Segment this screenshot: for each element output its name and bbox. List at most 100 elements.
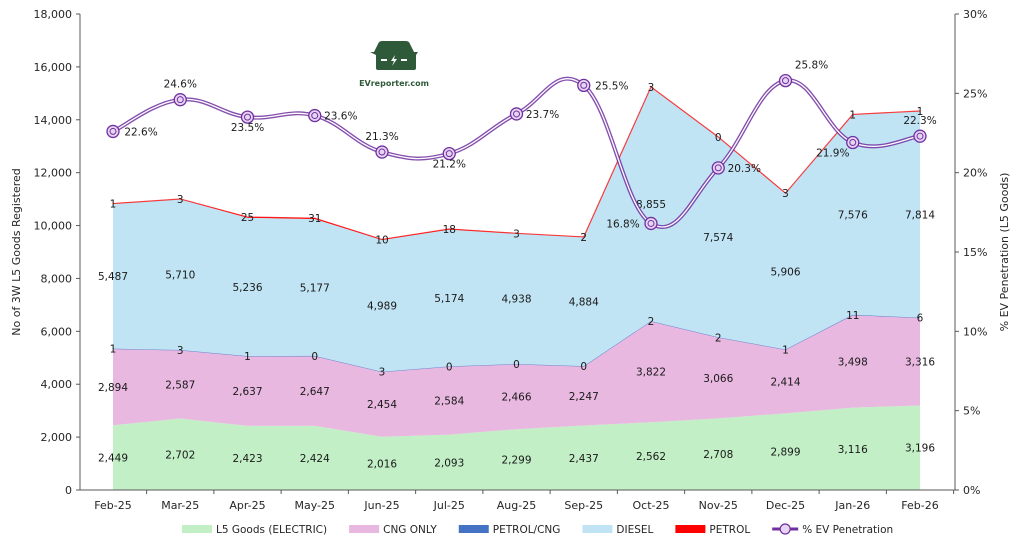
ev-marker-inner	[244, 113, 251, 121]
data-label: 2,637	[232, 386, 262, 398]
data-label: 2,899	[770, 447, 800, 459]
data-label: 2,437	[569, 453, 599, 465]
data-label: 2,708	[703, 449, 733, 461]
ev-marker	[509, 107, 524, 121]
data-label: 2,702	[165, 449, 195, 461]
ev-marker	[913, 129, 927, 143]
ev-marker	[106, 124, 120, 139]
legend-label: DIESEL	[616, 524, 653, 536]
data-label: 3	[177, 345, 184, 357]
data-label: 2,587	[165, 379, 195, 391]
y-tick-label: 18,000	[34, 8, 73, 21]
legend-item-ev-penetration: % EV Penetration	[772, 523, 893, 536]
data-label: 3	[177, 194, 184, 206]
ev-marker-inner	[647, 219, 655, 227]
x-tick-label: Sep-25	[564, 499, 603, 512]
ev-penetration-label: 24.6%	[164, 79, 197, 91]
y-tick-label: 4,000	[41, 378, 73, 391]
data-label: 31	[308, 213, 321, 225]
car-charging-icon	[370, 41, 418, 70]
data-label: 0	[580, 361, 587, 373]
data-label: 7,574	[703, 232, 733, 244]
y-tick-label: 2,000	[41, 431, 73, 444]
ev-marker-inner	[513, 110, 520, 118]
x-tick-label: Jan-26	[834, 499, 870, 512]
data-label: 3	[513, 228, 520, 240]
y2-tick-label: 25%	[963, 87, 987, 100]
data-label: 3	[379, 367, 386, 379]
ev-marker-inner	[782, 77, 789, 85]
data-label: 2,247	[569, 391, 599, 403]
x-tick-label: Jul-25	[433, 499, 465, 512]
data-label: 2,016	[367, 458, 397, 470]
x-tick-label: Oct-25	[633, 499, 670, 512]
data-label: 2,423	[232, 453, 262, 465]
data-label: 6	[917, 313, 924, 325]
data-label: 0	[715, 132, 722, 144]
ev-marker-inner	[109, 127, 117, 135]
data-label: 2,424	[300, 453, 330, 465]
x-tick-label: Feb-26	[901, 499, 938, 512]
stacked-areas	[112, 85, 921, 490]
data-label: 5,906	[770, 266, 800, 278]
x-tick-label: Feb-25	[94, 499, 131, 512]
data-label: 2,449	[98, 453, 128, 465]
watermark-text: EVreporter.com	[359, 79, 429, 88]
y-tick-label: 12,000	[34, 167, 73, 180]
y2-tick-label: 5%	[963, 405, 980, 418]
ev-penetration-label: 22.6%	[124, 126, 157, 138]
y2-tick-label: 30%	[963, 8, 987, 21]
axes: 0 2,000 4,000 6,000 8,000 10,000 12,000 14,000 1…	[10, 8, 1011, 512]
ev-penetration-label: 21.9%	[816, 148, 849, 160]
data-label: 10	[375, 235, 388, 247]
data-label: 5,710	[165, 270, 195, 282]
area-l5-goods-electric-	[113, 405, 920, 490]
data-label: 3,116	[838, 444, 868, 456]
legend-marker	[779, 523, 791, 535]
data-label: 7,576	[838, 210, 868, 222]
data-label: 2,562	[636, 451, 666, 463]
data-label: 2,454	[367, 399, 397, 411]
data-label: 2,584	[434, 395, 464, 407]
ev-marker-inner	[445, 150, 453, 158]
y-tick-label: 14,000	[34, 114, 73, 127]
data-label: 2	[648, 316, 655, 328]
area-cng-only	[113, 315, 920, 437]
ev-marker	[846, 135, 860, 150]
data-label: 0	[446, 361, 453, 373]
y-tick-label: 16,000	[34, 61, 73, 74]
data-label: 3	[782, 188, 789, 200]
legend-item-l5-goods-electric-: L5 Goods (ELECTRIC)	[182, 524, 327, 536]
legend-swatch	[582, 525, 613, 533]
legend-label: PETROL/CNG	[493, 524, 561, 536]
data-label: 1	[782, 344, 789, 356]
y2-tick-label: 15%	[963, 246, 987, 259]
legend-item-cng-only: CNG ONLY	[349, 524, 437, 536]
ev-marker-inner	[378, 148, 386, 156]
x-tick-label: May-25	[294, 499, 335, 512]
data-label: 7,814	[905, 209, 935, 221]
x-tick-label: Mar-25	[161, 499, 199, 512]
area-diesel	[113, 86, 920, 372]
data-label: 3,498	[838, 356, 868, 368]
ev-marker-inner	[714, 164, 722, 172]
legend-swatch	[458, 525, 489, 533]
ev-marker	[173, 93, 187, 107]
data-label: 1	[110, 199, 117, 211]
watermark: EVreporter.com	[359, 41, 429, 88]
y-axis-title: No of 3W L5 Goods Registered	[10, 168, 23, 336]
data-label: 18	[443, 224, 456, 236]
ev-marker	[577, 78, 591, 93]
y2-tick-label: 10%	[963, 325, 987, 338]
data-label: 2,093	[434, 457, 464, 469]
data-label: 2,414	[770, 376, 800, 388]
x-tick-label: Apr-25	[229, 499, 265, 512]
data-label: 2,647	[300, 386, 330, 398]
ev-penetration-label: 22.3%	[903, 115, 936, 127]
x-tick-label: Nov-25	[699, 499, 738, 512]
area-edge-petrol	[112, 85, 921, 241]
data-label: 0	[513, 359, 520, 371]
y2-tick-label: 20%	[963, 167, 987, 180]
ev-marker	[442, 146, 456, 161]
ev-penetration-label: 21.3%	[365, 131, 398, 143]
